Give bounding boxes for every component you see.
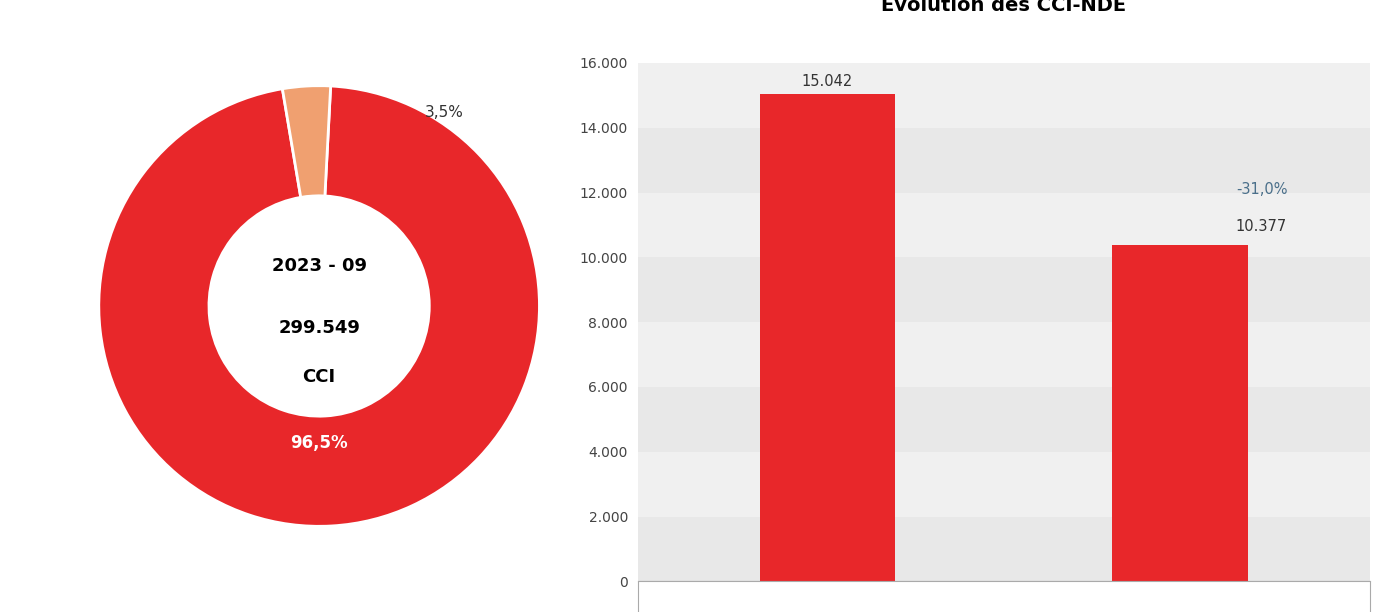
Wedge shape (99, 86, 540, 526)
Bar (637, 517, 1370, 581)
Bar (637, 387, 1370, 452)
Text: 299.549: 299.549 (278, 319, 361, 337)
Bar (1113, 245, 1248, 581)
Text: CCI: CCI (302, 367, 336, 386)
Bar (637, 193, 1370, 258)
Wedge shape (282, 86, 331, 198)
Text: 15.042: 15.042 (802, 74, 853, 89)
Text: -31,0%: -31,0% (1236, 182, 1288, 196)
Bar (759, 94, 895, 581)
Text: 2023 - 09: 2023 - 09 (271, 257, 366, 275)
Bar (637, 128, 1370, 193)
Bar (637, 63, 1370, 128)
Title: Evolution des CCI-NDE: Evolution des CCI-NDE (881, 0, 1127, 15)
Text: 96,5%: 96,5% (291, 433, 348, 452)
Bar (637, 258, 1370, 322)
Bar (637, 452, 1370, 517)
FancyBboxPatch shape (637, 581, 1370, 612)
Text: 10.377: 10.377 (1236, 219, 1288, 234)
Bar (637, 322, 1370, 387)
Text: 3,5%: 3,5% (425, 105, 464, 119)
